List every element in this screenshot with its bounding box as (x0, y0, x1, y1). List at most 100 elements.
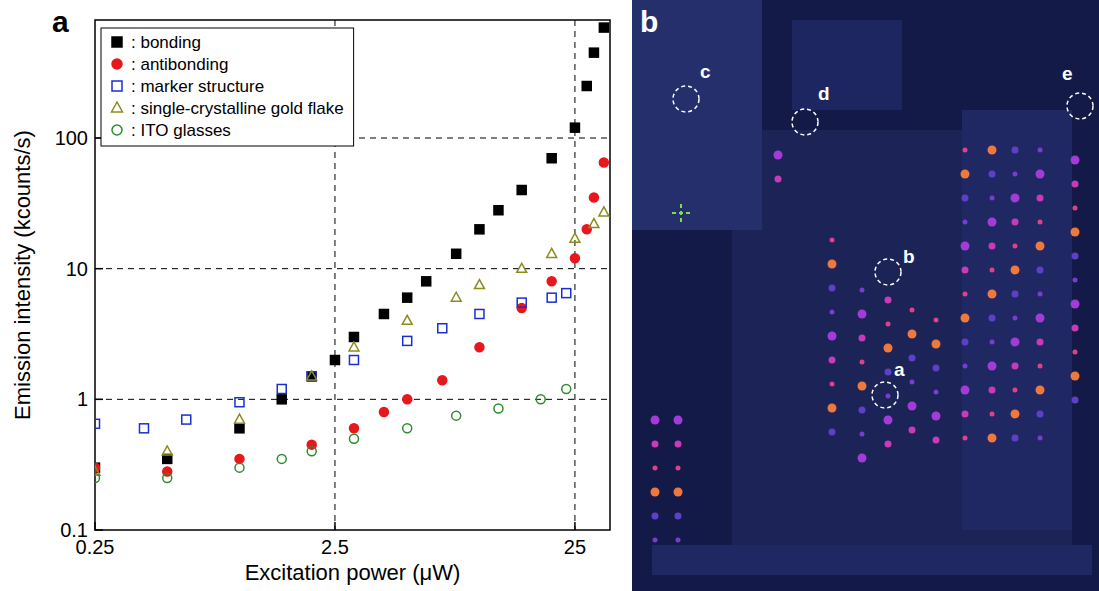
emission-spot (990, 268, 995, 273)
emission-spot (652, 513, 659, 520)
emission-spot (910, 308, 915, 313)
emission-spot (989, 171, 996, 178)
data-point (403, 293, 412, 302)
emission-spot (884, 344, 893, 353)
data-point (163, 474, 172, 483)
region-circle (875, 259, 901, 285)
data-point (475, 225, 484, 234)
emission-spot (1012, 435, 1019, 442)
data-point (438, 324, 447, 333)
emission-spot (1071, 300, 1080, 309)
data-point (536, 395, 545, 404)
emission-spot (932, 340, 941, 349)
emission-spot (988, 434, 997, 443)
region-label: b (903, 246, 915, 267)
data-point (403, 395, 412, 404)
y-tick-label: 10 (66, 258, 88, 280)
x-tick (334, 522, 336, 530)
grid-line (574, 20, 575, 530)
emission-spot (675, 513, 682, 520)
emission-spot (1072, 397, 1079, 404)
emission-spot (961, 314, 970, 323)
emission-spot (988, 146, 997, 155)
emission-spot (1036, 242, 1045, 251)
emission-spot (1037, 195, 1044, 202)
y-tick (95, 268, 103, 270)
data-point (277, 384, 286, 393)
data-point (517, 298, 526, 307)
data-point (277, 454, 286, 463)
data-point (235, 463, 244, 472)
image-background (632, 0, 1099, 591)
data-point (494, 206, 503, 215)
emission-spot (962, 411, 969, 418)
emission-spot (1071, 156, 1080, 165)
emission-spot (1012, 291, 1019, 298)
data-point (235, 398, 244, 407)
data-point (379, 309, 388, 318)
legend-box (101, 28, 354, 146)
emission-spot (909, 427, 916, 434)
emission-spot (1037, 411, 1044, 418)
emission-spot (774, 151, 783, 160)
emission-spot (828, 332, 837, 341)
emission-spot (1012, 147, 1019, 154)
legend: : bonding: antibonding: marker structure… (101, 28, 354, 146)
panel-a-background (0, 0, 630, 591)
emission-spot (652, 441, 659, 448)
data-point (235, 454, 244, 463)
emission-spot (988, 290, 997, 299)
emission-spot (961, 242, 970, 251)
emission-spot (990, 412, 995, 417)
plot-frame (95, 20, 610, 530)
data-point (599, 158, 608, 167)
emission-spot (963, 148, 968, 153)
legend-marker (112, 59, 122, 69)
emission-spot (963, 292, 968, 297)
emission-spot (1071, 228, 1080, 237)
legend-marker (112, 81, 122, 91)
legend-marker (112, 125, 122, 135)
data-point (562, 289, 571, 298)
emission-spot (830, 238, 835, 243)
emission-spot (651, 416, 660, 425)
image-structure (792, 20, 902, 110)
emission-spot (1013, 172, 1018, 177)
emission-spot (1013, 316, 1018, 321)
region-circle (1067, 93, 1093, 119)
emission-spot (1036, 314, 1045, 323)
data-point (139, 424, 148, 433)
data-point (163, 454, 172, 463)
emission-spot (988, 362, 997, 371)
data-point (182, 415, 191, 424)
data-point (349, 434, 358, 443)
emission-spot (651, 488, 660, 497)
emission-spot (1012, 219, 1019, 226)
data-point (162, 446, 172, 455)
emission-spot (653, 538, 658, 543)
data-point (599, 23, 608, 32)
data-point (599, 207, 609, 216)
grid-line (95, 399, 610, 400)
emission-spot (963, 220, 968, 225)
legend-label: : antibonding (131, 55, 228, 74)
emission-spot (886, 394, 891, 399)
emission-spot (858, 382, 867, 391)
data-point (547, 277, 556, 286)
emission-spot (653, 466, 658, 471)
data-point (349, 342, 359, 351)
emission-spot (962, 267, 969, 274)
data-point (562, 384, 571, 393)
data-point (349, 424, 358, 433)
data-point (95, 419, 100, 428)
emission-spot (675, 441, 682, 448)
panel-label: a (52, 5, 69, 38)
emission-spot (1012, 363, 1019, 370)
emission-spot (1072, 181, 1079, 188)
data-point (452, 249, 461, 258)
emission-spot (828, 404, 837, 413)
emission-spot (934, 390, 939, 395)
emission-spot (830, 310, 835, 315)
emission-spot (962, 339, 969, 346)
data-point (494, 404, 503, 413)
